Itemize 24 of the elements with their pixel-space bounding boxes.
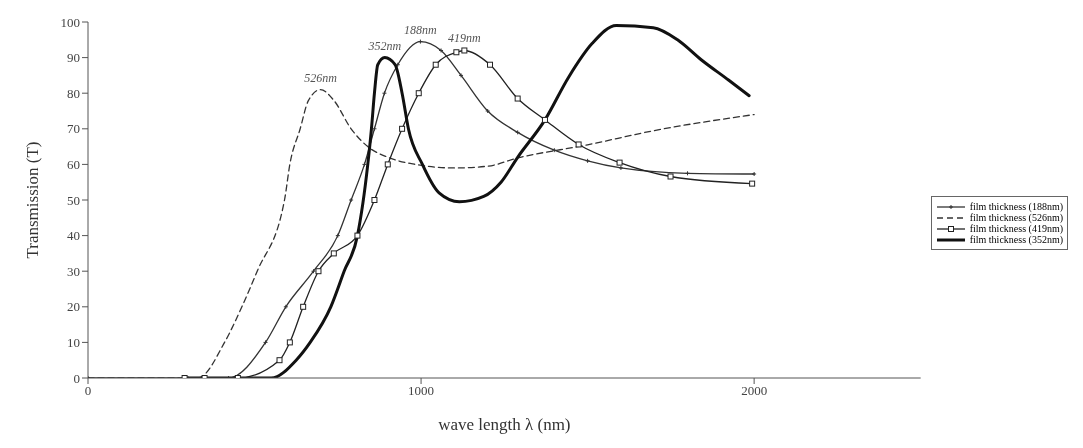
y-tick-label: 10 — [67, 335, 80, 351]
x-tick-label: 1000 — [408, 383, 435, 399]
legend-label: film thickness (352nm) — [969, 234, 1063, 245]
annotation: 352nm — [367, 38, 402, 53]
x-axis-title: wave length λ (nm) — [438, 415, 571, 434]
x-tick-label: 0 — [84, 383, 92, 399]
y-tick-label: 100 — [60, 14, 80, 30]
y-tick-label: 30 — [67, 263, 80, 279]
legend-label: film thickness (419nm) — [969, 223, 1063, 234]
annotation: 526nm — [304, 70, 338, 85]
annotation: 188nm — [404, 22, 438, 37]
y-tick-label: 50 — [67, 192, 80, 208]
y-axis-title: Transmission (T) — [23, 141, 43, 259]
legend-label: film thickness (526nm) — [969, 212, 1063, 223]
y-tick-label: 80 — [67, 85, 80, 101]
y-tick-label: 20 — [67, 299, 80, 315]
y-tick-label: 90 — [67, 50, 80, 66]
annotation: 419nm — [448, 31, 482, 46]
legend-label: film thickness (188nm) — [969, 201, 1063, 212]
x-tick-label: 2000 — [741, 383, 768, 399]
y-tick-label: 70 — [67, 121, 80, 137]
y-tick-label: 60 — [67, 157, 80, 173]
y-tick-label: 40 — [67, 228, 80, 244]
y-tick-label: 0 — [73, 370, 80, 386]
